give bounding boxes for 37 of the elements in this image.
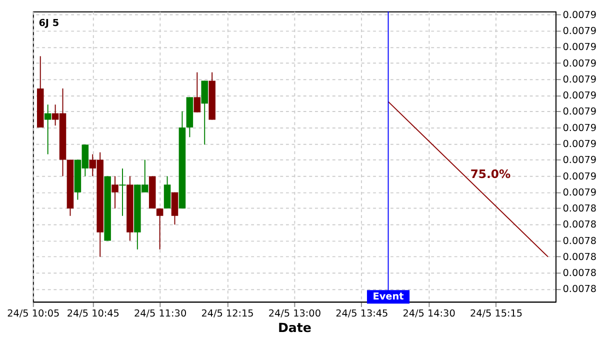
- y-tick-label: 0.0079: [562, 74, 597, 86]
- ref-line-label: Event: [372, 292, 404, 303]
- y-tick-label: 0.0078: [562, 236, 597, 247]
- x-tick-label: 24/5 10:05: [7, 308, 60, 320]
- y-tick-label: 0.0078: [562, 268, 597, 280]
- x-tick-label: 24/5 15:15: [470, 308, 523, 320]
- text: 6J 5: [38, 18, 60, 29]
- y-tick-label: 0.0079: [562, 139, 597, 150]
- x-tick-label: 24/5 12:15: [201, 308, 254, 320]
- y-tick-label: 0.0079: [562, 187, 597, 198]
- candlestick: [171, 192, 178, 226]
- y-tick-label: 0.0078: [562, 220, 597, 231]
- candlestick: [119, 168, 126, 216]
- candlestick: [201, 80, 208, 146]
- y-tick-label: 0.0079: [562, 10, 597, 21]
- candlestick: [164, 176, 171, 209]
- y-tick-label: 0.0078: [562, 284, 597, 296]
- y-tick-label: 0.0079: [562, 171, 597, 182]
- candlestick: [194, 72, 201, 113]
- y-tick-label: 0.0079: [562, 106, 597, 118]
- x-tick-label: 24/5 13:45: [336, 308, 388, 320]
- x-tick-label: 24/5 13:00: [268, 308, 321, 320]
- y-tick-label: 0.0078: [562, 252, 597, 263]
- y-tick-label: 0.0079: [562, 58, 597, 70]
- candlestick: [156, 208, 164, 250]
- y-tick-label: 0.0079: [562, 90, 597, 102]
- y-tick-label: 0.0079: [562, 122, 597, 134]
- y-tick-label: 0.0078: [562, 204, 597, 215]
- y-tick-label: 0.0079: [562, 155, 597, 166]
- x-tick-label: 24/5 14:30: [402, 308, 456, 320]
- candlestick: [112, 176, 118, 209]
- x-tick-label: 24/5 10:45: [66, 308, 120, 320]
- y-tick-label: 0.0079: [562, 42, 597, 54]
- y-tick-label: 0.0079: [562, 26, 597, 38]
- x-axis-title: Date: [278, 320, 312, 336]
- annotation: 75.0%: [470, 166, 511, 181]
- x-tick-label: 24/5 11:30: [134, 308, 187, 320]
